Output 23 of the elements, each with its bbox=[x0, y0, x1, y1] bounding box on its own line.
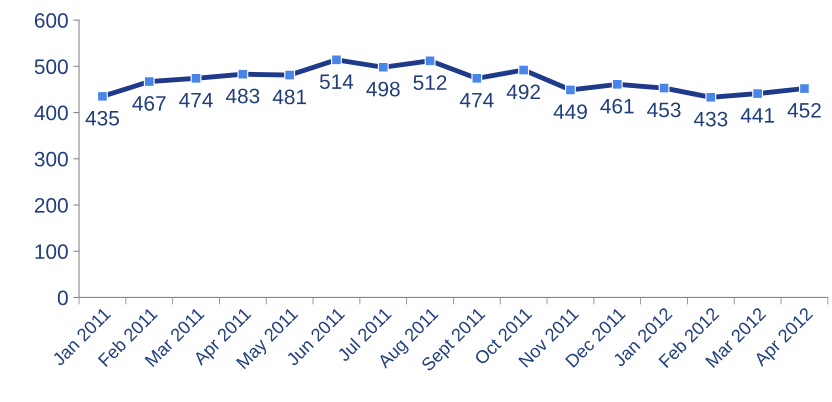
data-label: 483 bbox=[226, 88, 260, 104]
data-label: 498 bbox=[366, 82, 400, 96]
data-label: 433 bbox=[694, 112, 728, 126]
data-label: 474 bbox=[460, 93, 494, 108]
y-tick-label: 0 bbox=[58, 290, 68, 306]
data-label: 467 bbox=[132, 96, 166, 111]
data-label: 474 bbox=[179, 93, 213, 108]
y-tick-label: 200 bbox=[34, 198, 68, 213]
data-label: 514 bbox=[320, 74, 354, 90]
data-label: 435 bbox=[86, 110, 119, 126]
data-label: 453 bbox=[647, 102, 681, 118]
y-tick-label: 400 bbox=[34, 106, 68, 120]
y-tick-label: 600 bbox=[34, 13, 68, 28]
y-tick-label: 100 bbox=[35, 244, 68, 260]
data-label: 449 bbox=[554, 104, 587, 120]
data-label: 441 bbox=[740, 108, 774, 123]
data-label: 461 bbox=[600, 98, 634, 114]
data-label: 512 bbox=[413, 75, 446, 90]
y-tick-label: 300 bbox=[34, 152, 68, 167]
y-tick-label: 500 bbox=[34, 59, 68, 74]
data-label: 452 bbox=[788, 102, 821, 118]
data-label: 492 bbox=[506, 84, 540, 100]
data-label: 481 bbox=[272, 90, 306, 104]
